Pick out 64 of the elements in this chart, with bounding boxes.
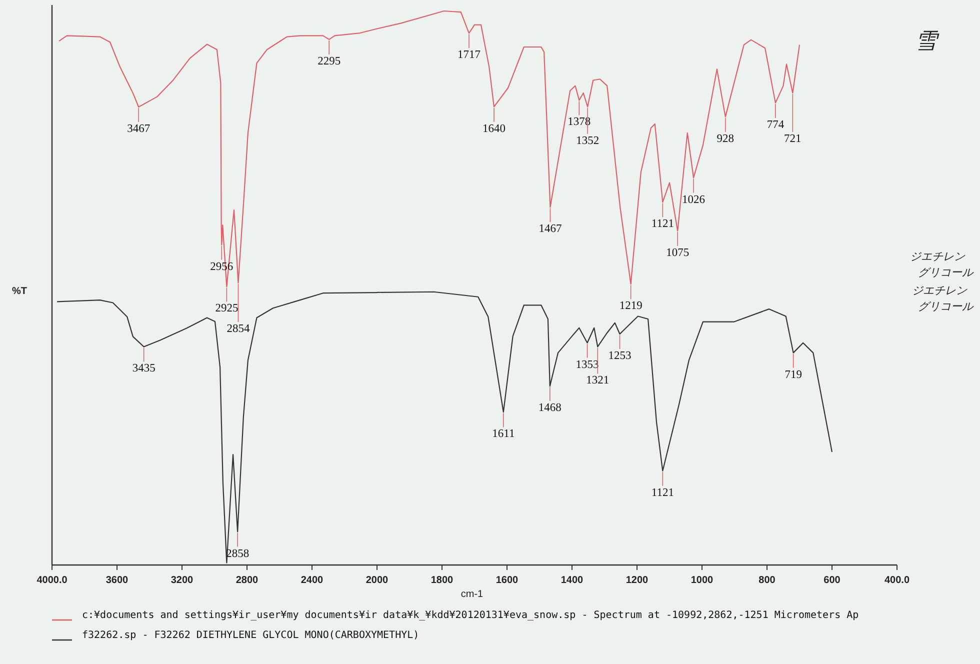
- annotation: 1253: [608, 350, 632, 362]
- annotation: 2925: [215, 302, 238, 315]
- x-tick-label: 1600: [496, 575, 519, 586]
- peak-label: 1611: [492, 412, 515, 440]
- annotation: 774: [766, 118, 784, 131]
- y-axis-title: %T: [12, 286, 27, 297]
- x-tick-label: 1000: [690, 575, 714, 586]
- peak-label: 774: [766, 104, 784, 131]
- peak-label: 1640: [482, 107, 506, 135]
- annotation: 1321: [586, 374, 610, 387]
- annotation: 928: [716, 132, 734, 145]
- annotation: 719: [784, 368, 802, 381]
- annotation: 1468: [538, 402, 562, 414]
- x-tick-label: 800: [758, 575, 776, 586]
- peak-label: 2295: [318, 40, 341, 68]
- x-tick-label: 2800: [236, 575, 259, 586]
- annotation: 1121: [651, 218, 674, 230]
- peak-label: 1468: [538, 386, 562, 414]
- peak-label: 1121: [651, 471, 674, 499]
- annotation: 1026: [682, 194, 706, 206]
- annotation: 1717: [457, 49, 481, 62]
- text: グリコール: [918, 266, 974, 279]
- x-tick-label: 1800: [430, 575, 454, 586]
- x-tick-label: 600: [824, 575, 841, 586]
- x-tick-label: 3200: [170, 575, 194, 586]
- x-axis-title: cm-1: [460, 589, 484, 600]
- annotation: 3467: [127, 123, 150, 136]
- peak-label: 721: [784, 94, 802, 145]
- peak-label: 1467: [538, 208, 562, 236]
- text: ジエチレン: [912, 284, 968, 297]
- text: グリコール: [918, 300, 974, 313]
- x-tick-label: 2000: [366, 575, 389, 586]
- x-tick-label: 1200: [626, 575, 649, 586]
- peak-label: 1219: [619, 284, 642, 312]
- x-tick-label: 2400: [300, 575, 324, 586]
- text: ジエチレン: [910, 250, 966, 263]
- x-tick-label: 3600: [106, 575, 129, 586]
- annotation: 721: [784, 132, 802, 145]
- legend-label: c:¥documents and settings¥ir_user¥my documents¥ir data¥k_¥kdd¥20120131¥eva_snow.sp - Spectrum at -10992,2862,-1251 Micrometers Ap: [82, 610, 859, 621]
- annotation: 1467: [538, 223, 562, 236]
- peak-label: 1121: [651, 202, 674, 230]
- peak-label: 928: [716, 117, 734, 145]
- peak-label: 1253: [608, 334, 632, 362]
- annotation: 1075: [666, 246, 690, 259]
- peak-label: 3435: [132, 347, 156, 375]
- annotation: 2854: [226, 322, 250, 335]
- annotation: 2295: [318, 55, 341, 68]
- x-tick-label: 1400: [560, 575, 584, 586]
- legend-label: f32262.sp - F32262 DIETHYLENE GLYCOL MONO(CARBOXYMETHYL): [82, 630, 420, 641]
- x-tick-label: 400.0: [884, 575, 910, 586]
- annotation: 1219: [619, 300, 643, 312]
- annotation: 3435: [132, 362, 156, 375]
- text: 雪: [915, 29, 940, 54]
- annotation: 1640: [482, 122, 506, 135]
- peak-label: 2925: [215, 287, 238, 315]
- peak-label: 1075: [666, 232, 690, 259]
- annotation: 1121: [651, 486, 674, 499]
- peak-label: 1026: [682, 178, 706, 206]
- peak-label: 3467: [127, 108, 150, 136]
- peak-label: 1717: [457, 34, 480, 62]
- annotation: 1611: [492, 428, 515, 440]
- peak-label: 719: [784, 353, 802, 381]
- annotation: 1352: [576, 134, 600, 147]
- x-tick-label: 4000.0: [36, 575, 68, 586]
